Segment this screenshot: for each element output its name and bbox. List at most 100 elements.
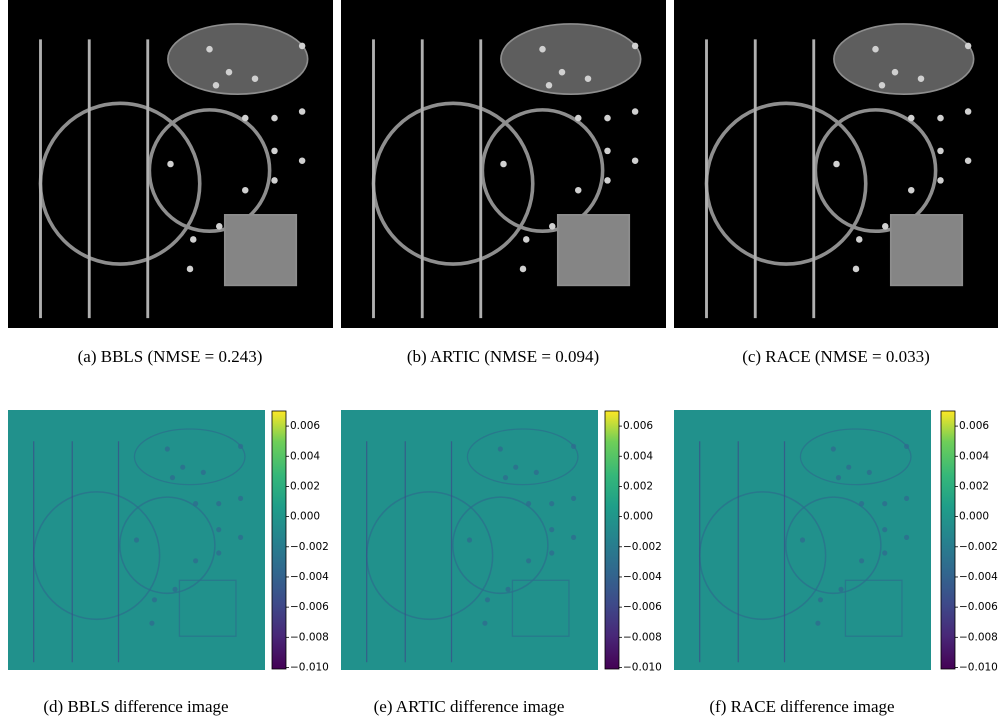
phantom-dot bbox=[836, 475, 841, 480]
phantom-dot bbox=[818, 597, 823, 602]
colorbar-tick-label: −0.004 bbox=[290, 571, 329, 583]
panel-image bbox=[674, 410, 931, 670]
colorbar-tick-label: −0.008 bbox=[290, 631, 329, 643]
phantom-dot bbox=[937, 148, 944, 155]
phantom-square bbox=[558, 215, 630, 286]
phantom-dot bbox=[904, 496, 909, 501]
phantom-dot bbox=[193, 558, 198, 563]
phantom-dot bbox=[575, 187, 582, 194]
colorbar-tick-label: 0.000 bbox=[623, 511, 653, 523]
phantom-dot bbox=[242, 115, 249, 122]
colorbar-tick-label: 0.002 bbox=[623, 480, 653, 492]
caption: (e) ARTIC difference image bbox=[374, 697, 565, 716]
caption: (c) RACE (NMSE = 0.033) bbox=[742, 347, 930, 366]
phantom-dot bbox=[172, 587, 177, 592]
phantom-dot bbox=[526, 501, 531, 506]
phantom-dot bbox=[523, 236, 530, 243]
phantom-dot bbox=[503, 475, 508, 480]
phantom-dot bbox=[271, 115, 278, 122]
colorbar-tick-label: −0.004 bbox=[959, 571, 998, 583]
phantom-dot bbox=[252, 75, 259, 82]
phantom-ellipse bbox=[168, 24, 308, 94]
colorbar bbox=[605, 411, 619, 669]
phantom-dot bbox=[867, 470, 872, 475]
phantom-dot bbox=[485, 597, 490, 602]
phantom-dot bbox=[216, 223, 223, 230]
phantom-dot bbox=[815, 621, 820, 626]
phantom-dot bbox=[937, 177, 944, 184]
phantom-dot bbox=[467, 537, 472, 542]
colorbar bbox=[272, 411, 286, 669]
caption: (a) BBLS (NMSE = 0.243) bbox=[78, 347, 263, 366]
phantom-dot bbox=[882, 550, 887, 555]
phantom-dot bbox=[892, 69, 899, 76]
colorbar-tick-label: 0.000 bbox=[959, 511, 989, 523]
panel-image bbox=[8, 410, 265, 670]
phantom-dot bbox=[271, 177, 278, 184]
colorbar-tick-label: −0.006 bbox=[959, 601, 998, 613]
phantom-dot bbox=[134, 537, 139, 542]
colorbar-tick-label: −0.010 bbox=[959, 661, 998, 673]
phantom-dot bbox=[180, 465, 185, 470]
phantom-dot bbox=[549, 223, 556, 230]
phantom-dot bbox=[526, 558, 531, 563]
phantom-dot bbox=[859, 501, 864, 506]
colorbar-tick-label: 0.006 bbox=[290, 420, 320, 432]
phantom-dot bbox=[965, 43, 972, 50]
phantom-dot bbox=[908, 115, 915, 122]
colorbar-tick-label: −0.002 bbox=[290, 541, 329, 553]
colorbar-tick-label: −0.002 bbox=[623, 541, 662, 553]
panel-image bbox=[8, 0, 333, 328]
phantom-dot bbox=[872, 46, 879, 53]
phantom-dot bbox=[549, 527, 554, 532]
phantom-dot bbox=[604, 115, 611, 122]
phantom-square bbox=[891, 215, 963, 286]
phantom-dot bbox=[216, 550, 221, 555]
phantom-dot bbox=[149, 621, 154, 626]
colorbar-tick-label: 0.002 bbox=[959, 480, 989, 492]
caption: (f) RACE difference image bbox=[709, 697, 894, 716]
phantom-dot bbox=[571, 444, 576, 449]
phantom-dot bbox=[846, 465, 851, 470]
phantom-dot bbox=[918, 75, 925, 82]
phantom-dot bbox=[632, 108, 639, 115]
phantom-dot bbox=[838, 587, 843, 592]
panel-image bbox=[674, 0, 998, 328]
phantom-dot bbox=[908, 187, 915, 194]
figure: (a) BBLS (NMSE = 0.243) (b) ARTIC (NMSE =… bbox=[0, 0, 998, 720]
phantom-dot bbox=[242, 187, 249, 194]
colorbar-tick-label: −0.008 bbox=[623, 631, 662, 643]
phantom-dot bbox=[853, 266, 860, 273]
phantom-dot bbox=[482, 621, 487, 626]
colorbar-tick-label: −0.010 bbox=[623, 661, 662, 673]
phantom-dot bbox=[831, 446, 836, 451]
colorbar-tick-label: 0.000 bbox=[290, 511, 320, 523]
phantom-dot bbox=[520, 266, 527, 273]
phantom-dot bbox=[170, 475, 175, 480]
phantom-dot bbox=[505, 587, 510, 592]
phantom-dot bbox=[498, 446, 503, 451]
phantom-dot bbox=[152, 597, 157, 602]
page: (a) BBLS (NMSE = 0.243) (b) ARTIC (NMSE =… bbox=[0, 0, 998, 720]
phantom-dot bbox=[238, 535, 243, 540]
caption: (b) ARTIC (NMSE = 0.094) bbox=[407, 347, 599, 366]
phantom-dot bbox=[238, 444, 243, 449]
phantom-dot bbox=[513, 465, 518, 470]
phantom-dot bbox=[604, 148, 611, 155]
phantom-dot bbox=[216, 527, 221, 532]
phantom-dot bbox=[965, 157, 972, 164]
phantom-dot bbox=[559, 69, 566, 76]
phantom-dot bbox=[213, 82, 220, 89]
phantom-dot bbox=[299, 157, 306, 164]
phantom-dot bbox=[879, 82, 886, 89]
phantom-dot bbox=[882, 501, 887, 506]
colorbar-tick-label: 0.002 bbox=[290, 480, 320, 492]
colorbar bbox=[941, 411, 955, 669]
phantom-dot bbox=[299, 43, 306, 50]
phantom-dot bbox=[833, 161, 840, 168]
phantom-dot bbox=[800, 537, 805, 542]
phantom-dot bbox=[167, 161, 174, 168]
phantom-dot bbox=[859, 558, 864, 563]
phantom-dot bbox=[238, 496, 243, 501]
colorbar-tick-label: 0.004 bbox=[959, 450, 989, 462]
